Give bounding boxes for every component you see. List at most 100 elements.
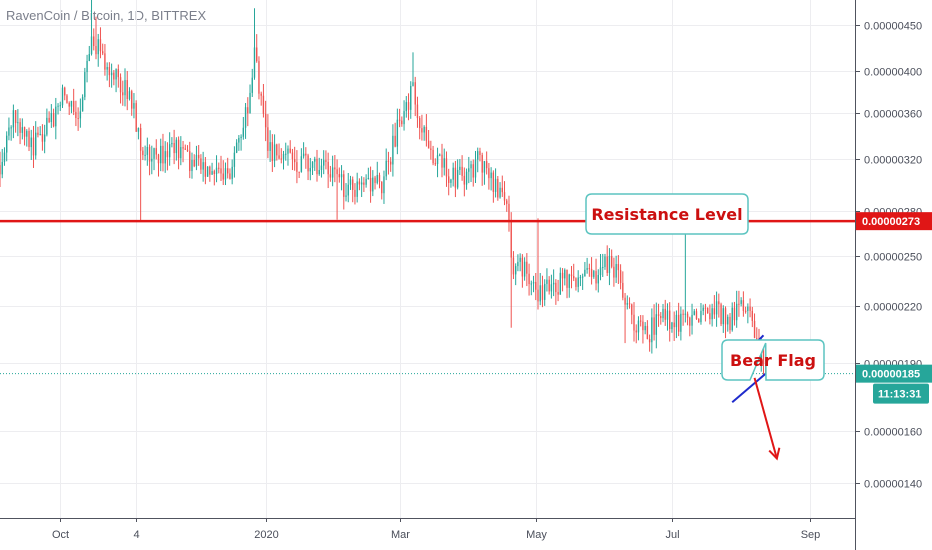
candle-body [648,338,651,343]
candle-body [619,270,622,283]
down-arrow-shaft [753,377,778,459]
candle-body [713,308,716,315]
candle-body [28,131,30,148]
candle-body [481,155,483,173]
candle-body [416,104,419,119]
candle-body [472,164,474,178]
resistance-price-label: 0.00000273 [862,216,920,228]
candle-body [349,179,352,185]
candle-body [184,148,186,150]
candle-body [314,158,316,162]
candle-body [323,160,325,166]
candle-body [50,113,53,123]
candle-body [655,314,658,335]
candle-body [231,166,233,179]
candle-body [19,122,21,133]
candle-body [376,175,378,183]
candle-body [331,167,334,178]
candle-body [684,313,687,315]
candle-body [564,269,566,279]
candle-body [414,82,416,105]
candle-body [35,132,37,156]
candle-body [510,221,512,258]
candle-body [160,145,162,164]
candle-body [675,314,678,328]
candle-body [46,117,48,135]
candle-body [131,91,133,109]
candle-body [740,300,742,304]
candle-body [293,159,296,163]
candle-body [434,163,437,165]
y-tick-label: 0.00000450 [864,21,922,33]
candle-body [383,176,385,194]
candle-body [352,179,354,190]
candle-body [604,256,606,267]
candle-body [501,187,503,193]
candle-body [381,181,383,194]
candle-body [95,46,97,55]
candle-body [731,307,733,331]
candle-body [439,154,441,156]
candle-body [470,164,472,169]
candle-body [171,142,173,145]
candle-body [711,308,713,320]
candle-body [135,103,137,132]
candle-body [617,264,620,271]
candle-body [526,261,528,274]
candle-body [113,72,115,80]
candle-body [162,145,164,164]
candle-body [421,128,423,133]
candle-body [430,148,432,150]
candle-body [463,175,466,185]
candle-body [573,276,575,279]
current-price-label: 0.00000185 [862,369,920,381]
candle-body [356,181,358,197]
candle-body [209,166,211,175]
candle-body [682,313,684,315]
candle-body [689,317,691,326]
candle-body [499,187,501,198]
candle-body [256,47,258,62]
candle-body [151,158,153,162]
candle-body [729,316,731,331]
candle-body [108,67,111,76]
candle-body [334,167,336,170]
candle-body [539,285,541,302]
candle-body [153,148,155,159]
candle-body [6,135,8,153]
candle-body [753,320,756,338]
candle-body [695,311,698,319]
candle-body [289,148,291,153]
candle-body [90,36,93,55]
candle-body [61,87,64,106]
candle-body [363,182,365,185]
candle-body [555,282,557,293]
candle-body [251,77,253,93]
candle-body [117,69,120,78]
candle-body [146,146,149,155]
candle-body [26,131,28,137]
candle-body [10,127,12,129]
y-tick-label: 0.00000400 [864,67,922,79]
candle-body [316,158,318,175]
candle-body [88,54,90,61]
candle-body [227,168,229,174]
y-tick-label: 0.00000140 [864,479,922,491]
candle-body [669,310,671,330]
candle-body [52,113,55,127]
candle-body [367,177,370,179]
candle-body [698,318,700,323]
candle-body [557,292,559,295]
candle-body [445,158,448,177]
candle-body [0,165,1,175]
x-tick-label: Jul [665,529,679,541]
candle-body [253,47,256,78]
resistance-price-tag [856,212,932,231]
y-tick-label: 0.00000160 [864,427,922,439]
candle-body [173,142,175,154]
candle-body [215,167,218,174]
candle-body [55,106,57,127]
y-tick-label: 0.00000360 [864,109,922,121]
bear-flag-callout-box [721,339,825,381]
